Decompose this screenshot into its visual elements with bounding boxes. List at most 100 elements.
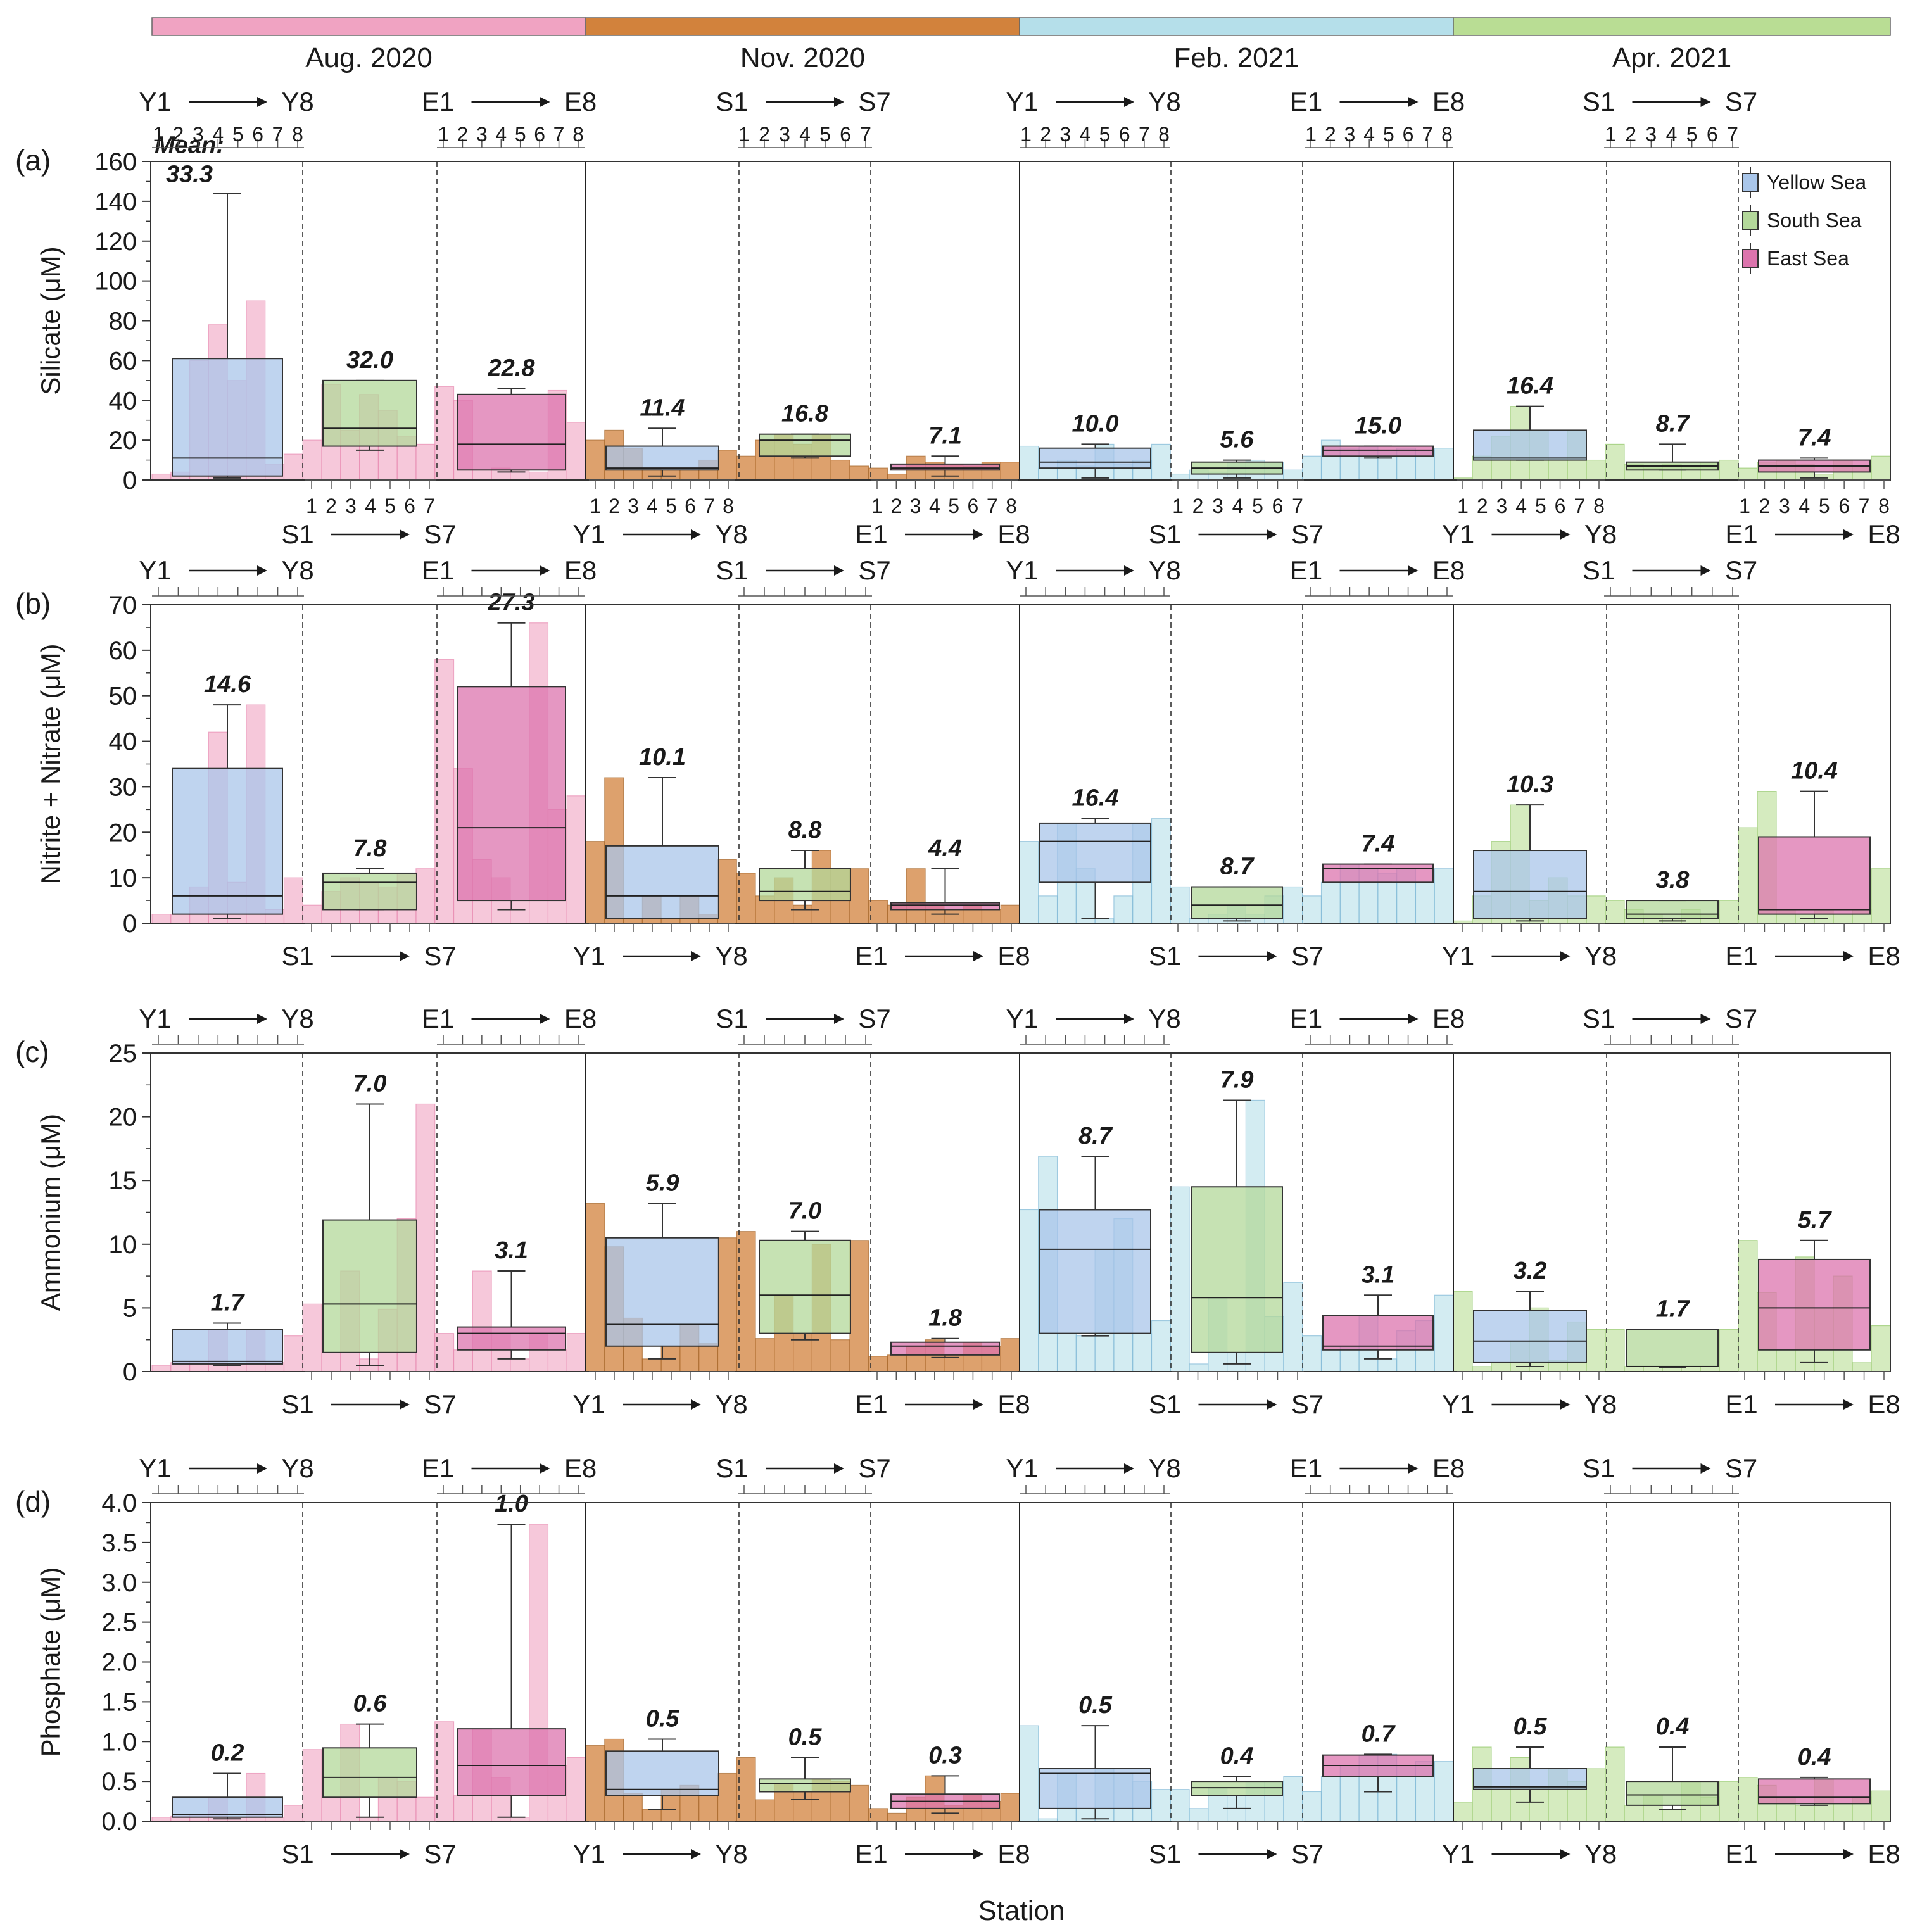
- arrow-head-icon: [1560, 529, 1571, 540]
- station-range-start: Y1: [1442, 1839, 1474, 1869]
- station-range-end: E8: [1432, 555, 1465, 585]
- mean-label: 8.8: [788, 817, 823, 843]
- station-bar: [755, 1338, 775, 1372]
- station-range-top-E: E1 E8: [422, 1453, 597, 1483]
- y-tick-label: 5: [123, 1294, 137, 1322]
- station-range-start: Y1: [1006, 1004, 1038, 1033]
- station-bar: [1302, 455, 1322, 481]
- mean-label: 7.9: [1220, 1066, 1254, 1093]
- arrow-head-icon: [1843, 1399, 1854, 1410]
- station-number: 3: [1344, 123, 1356, 146]
- box-E-season-2: 1.8: [890, 1305, 1000, 1358]
- station-range-top-E: E1 E8: [1290, 87, 1465, 117]
- arrow-head-icon: [834, 1463, 844, 1474]
- station-range-bottom-S: S1 S7: [1149, 1839, 1324, 1869]
- station-bar: [887, 1354, 907, 1372]
- station-range-start: E1: [855, 1389, 887, 1419]
- y-axis-label: Phosphate (μM): [35, 1567, 65, 1757]
- station-bar: [1151, 1320, 1171, 1372]
- station-number: 2: [609, 495, 620, 517]
- y-tick-label: 1.5: [101, 1688, 137, 1716]
- y-tick-label: 1.0: [101, 1728, 137, 1756]
- station-bar: [1871, 1325, 1891, 1372]
- arrow-head-icon: [691, 951, 701, 961]
- station-range-start: S1: [716, 87, 748, 117]
- station-number: 1: [738, 123, 750, 146]
- station-number: 8: [1441, 123, 1453, 146]
- station-range-top-S: S1 S7: [716, 87, 890, 117]
- station-number: 7: [1422, 123, 1433, 146]
- station-bar: [1434, 1294, 1454, 1372]
- station-range-end: Y8: [1584, 1839, 1617, 1869]
- mean-label: 5.7: [1798, 1207, 1833, 1234]
- station-range-top-Y: Y1 Y8: [1006, 1453, 1180, 1483]
- station-range-end: S7: [858, 1453, 890, 1483]
- y-tick-label: 30: [109, 773, 137, 801]
- y-tick-label: 120: [94, 228, 137, 256]
- arrow-head-icon: [1408, 565, 1419, 576]
- station-bar: [585, 439, 605, 481]
- station-number: 7: [1139, 123, 1150, 146]
- y-tick-label: 40: [109, 387, 137, 415]
- box-S-season-4: 8.7: [1626, 410, 1719, 471]
- station-range-top-Y: Y1 Y8: [1006, 87, 1180, 117]
- box-iqr: [1626, 900, 1719, 919]
- station-range-bottom-E: E1 E8: [1725, 941, 1900, 971]
- station-bar: [1283, 1282, 1303, 1372]
- y-tick-label: 3.0: [101, 1569, 137, 1597]
- station-range-bottom-Y: Y1 Y8: [572, 1389, 747, 1419]
- box-Y-season-2: 11.4: [605, 395, 719, 477]
- station-bar: [1719, 1781, 1739, 1822]
- station-bar: [434, 1721, 455, 1822]
- mean-label: 22.8: [488, 355, 536, 381]
- station-range-bottom-E: E1 E8: [1725, 519, 1900, 549]
- box-Y-season-4: 10.3: [1473, 771, 1587, 922]
- arrow-head-icon: [257, 1463, 267, 1474]
- station-number: 3: [628, 495, 639, 517]
- arrow-head-icon: [1124, 1014, 1134, 1024]
- station-range-end: Y8: [1148, 87, 1180, 117]
- arrow-head-icon: [1700, 565, 1711, 576]
- arrow-head-icon: [1560, 951, 1571, 961]
- station-number: 7: [553, 123, 565, 146]
- y-tick-label: 0: [123, 910, 137, 938]
- y-tick-label: 70: [109, 591, 137, 619]
- box-Y-season-1: 0.2: [172, 1740, 283, 1820]
- station-range-start: S1: [716, 1453, 748, 1483]
- station-range-top-Y: Y1 Y8: [1006, 555, 1180, 585]
- mean-label: 0.5: [1078, 1692, 1113, 1719]
- station-number: 1: [871, 495, 883, 517]
- station-number: 6: [252, 123, 263, 146]
- station-range-end: E8: [564, 1004, 597, 1033]
- station-range-bottom-S: S1 S7: [281, 941, 456, 971]
- box-E-season-1: 3.1: [457, 1237, 566, 1360]
- station-number: 4: [1363, 123, 1375, 146]
- station-bar: [415, 1796, 436, 1822]
- station-number: 5: [232, 123, 244, 146]
- station-range-top-Y: Y1 Y8: [139, 1004, 313, 1033]
- station-range-bottom-S: S1 S7: [281, 1389, 456, 1419]
- box-iqr: [1322, 863, 1434, 883]
- station-bar: [1151, 1789, 1171, 1822]
- mean-label: 0.5: [646, 1705, 680, 1732]
- box-Y-season-4: 16.4: [1473, 373, 1587, 461]
- station-number: 4: [1080, 123, 1091, 146]
- arrow-head-icon: [1124, 97, 1134, 107]
- box-iqr: [1473, 1310, 1587, 1363]
- station-bar: [1151, 443, 1171, 481]
- box-E-season-3: 15.0: [1322, 413, 1434, 459]
- box-iqr: [1473, 1768, 1587, 1790]
- y-tick-label: 160: [94, 148, 137, 176]
- station-number: 6: [968, 495, 979, 517]
- station-number: 2: [1477, 495, 1488, 517]
- station-bar: [585, 1203, 605, 1372]
- station-bar: [415, 868, 436, 924]
- box-iqr: [890, 1341, 1000, 1356]
- mean-label: 7.4: [1362, 831, 1395, 857]
- station-range-bottom-Y: Y1 Y8: [1442, 1389, 1617, 1419]
- station-range-top-Y: Y1 Y8: [139, 1453, 313, 1483]
- mean-label: 27.3: [488, 590, 535, 616]
- station-bar: [283, 453, 303, 481]
- box-S-season-3: 5.6: [1191, 427, 1283, 479]
- y-tick-label: 20: [109, 1104, 137, 1132]
